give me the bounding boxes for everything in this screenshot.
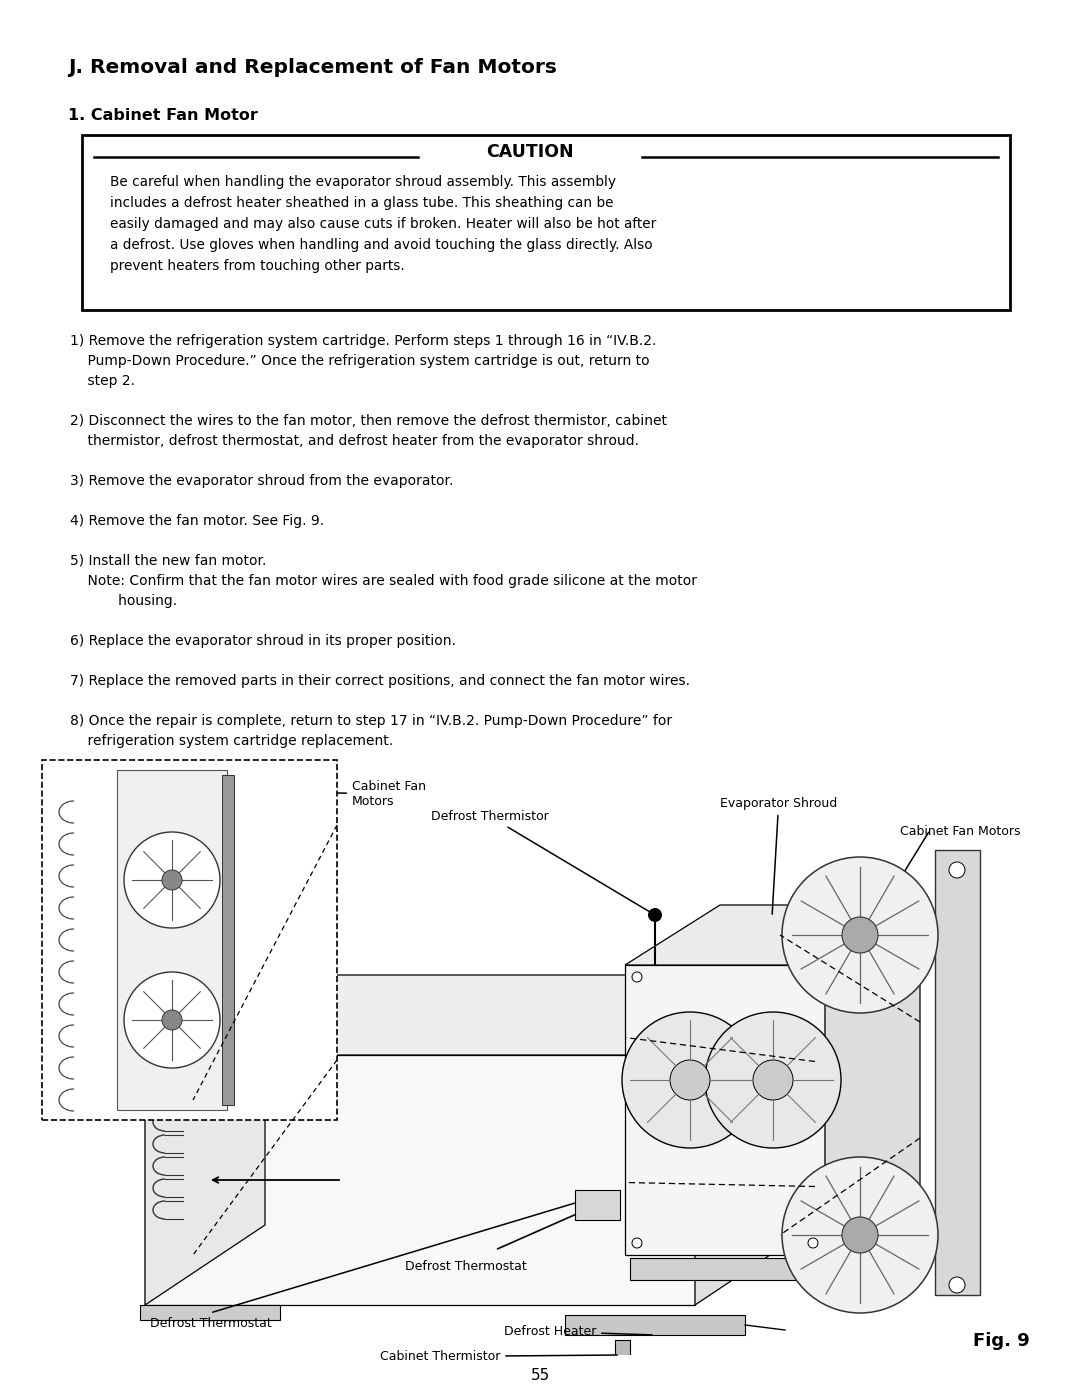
- Text: 5) Install the new fan motor.: 5) Install the new fan motor.: [70, 555, 267, 569]
- Bar: [935, 849, 980, 1295]
- Bar: [222, 775, 234, 1105]
- Circle shape: [753, 1060, 793, 1099]
- Circle shape: [782, 1157, 939, 1313]
- Circle shape: [124, 833, 220, 928]
- Circle shape: [705, 1011, 841, 1148]
- Circle shape: [632, 1238, 642, 1248]
- Circle shape: [648, 908, 662, 922]
- Circle shape: [124, 972, 220, 1067]
- Text: refrigeration system cartridge replacement.: refrigeration system cartridge replaceme…: [70, 733, 393, 747]
- Text: Defrost Thermostat: Defrost Thermostat: [150, 1317, 272, 1330]
- Circle shape: [949, 1277, 966, 1294]
- Text: 8) Once the repair is complete, return to step 17 in “IV.B.2. Pump-Down Procedur: 8) Once the repair is complete, return t…: [70, 714, 672, 728]
- Text: 1) Remove the refrigeration system cartridge. Perform steps 1 through 16 in “IV.: 1) Remove the refrigeration system cartr…: [70, 334, 657, 348]
- Text: J. Removal and Replacement of Fan Motors: J. Removal and Replacement of Fan Motors: [68, 59, 557, 77]
- Text: step 2.: step 2.: [70, 374, 135, 388]
- Polygon shape: [625, 965, 825, 1255]
- Bar: [630, 1259, 820, 1280]
- Text: Cabinet Thermistor: Cabinet Thermistor: [380, 1350, 618, 1363]
- Text: 1. Cabinet Fan Motor: 1. Cabinet Fan Motor: [68, 108, 258, 123]
- Text: Note: Confirm that the fan motor wires are sealed with food grade silicone at th: Note: Confirm that the fan motor wires a…: [70, 574, 697, 588]
- Bar: [82, 136, 1010, 310]
- Bar: [42, 760, 337, 1120]
- Circle shape: [949, 862, 966, 877]
- Text: Defrost Thermostat: Defrost Thermostat: [405, 1260, 527, 1273]
- Text: Defrost Heater: Defrost Heater: [503, 1324, 652, 1338]
- Polygon shape: [145, 1055, 696, 1305]
- Bar: [615, 1340, 630, 1365]
- Polygon shape: [625, 905, 920, 965]
- Text: 4) Remove the fan motor. See Fig. 9.: 4) Remove the fan motor. See Fig. 9.: [70, 514, 324, 528]
- Text: 55: 55: [530, 1368, 550, 1383]
- Text: a defrost. Use gloves when handling and avoid touching the glass directly. Also: a defrost. Use gloves when handling and …: [110, 237, 652, 251]
- Bar: [575, 1190, 620, 1220]
- Bar: [565, 1315, 745, 1336]
- Circle shape: [808, 1238, 818, 1248]
- Text: Cabinet Fan Motors: Cabinet Fan Motors: [900, 826, 1021, 838]
- Text: Defrost Thermistor: Defrost Thermistor: [431, 810, 652, 914]
- Bar: [117, 770, 227, 1111]
- Text: prevent heaters from touching other parts.: prevent heaters from touching other part…: [110, 258, 405, 272]
- Circle shape: [162, 870, 183, 890]
- Circle shape: [782, 856, 939, 1013]
- Text: 3) Remove the evaporator shroud from the evaporator.: 3) Remove the evaporator shroud from the…: [70, 474, 454, 488]
- Circle shape: [632, 972, 642, 982]
- Circle shape: [622, 1011, 758, 1148]
- Circle shape: [162, 1010, 183, 1030]
- Text: easily damaged and may also cause cuts if broken. Heater will also be hot after: easily damaged and may also cause cuts i…: [110, 217, 657, 231]
- Text: includes a defrost heater sheathed in a glass tube. This sheathing can be: includes a defrost heater sheathed in a …: [110, 196, 613, 210]
- Text: 6) Replace the evaporator shroud in its proper position.: 6) Replace the evaporator shroud in its …: [70, 634, 456, 648]
- Circle shape: [842, 1217, 878, 1253]
- Circle shape: [670, 1060, 710, 1099]
- Polygon shape: [145, 975, 265, 1305]
- Text: 2) Disconnect the wires to the fan motor, then remove the defrost thermistor, ca: 2) Disconnect the wires to the fan motor…: [70, 414, 667, 427]
- Polygon shape: [145, 975, 815, 1055]
- Text: Fig. 9: Fig. 9: [973, 1331, 1030, 1350]
- Text: Pump-Down Procedure.” Once the refrigeration system cartridge is out, return to: Pump-Down Procedure.” Once the refrigera…: [70, 353, 650, 367]
- Text: housing.: housing.: [70, 594, 177, 608]
- Text: Be careful when handling the evaporator shroud assembly. This assembly: Be careful when handling the evaporator …: [110, 175, 616, 189]
- Polygon shape: [825, 905, 920, 1255]
- Polygon shape: [696, 975, 815, 1305]
- Text: CAUTION: CAUTION: [486, 142, 573, 161]
- Text: 7) Replace the removed parts in their correct positions, and connect the fan mot: 7) Replace the removed parts in their co…: [70, 673, 690, 687]
- Text: Evaporator Shroud: Evaporator Shroud: [720, 798, 837, 914]
- Bar: [140, 1305, 280, 1320]
- Text: Cabinet Fan
Motors: Cabinet Fan Motors: [185, 780, 426, 807]
- Circle shape: [842, 916, 878, 953]
- Text: thermistor, defrost thermostat, and defrost heater from the evaporator shroud.: thermistor, defrost thermostat, and defr…: [70, 434, 639, 448]
